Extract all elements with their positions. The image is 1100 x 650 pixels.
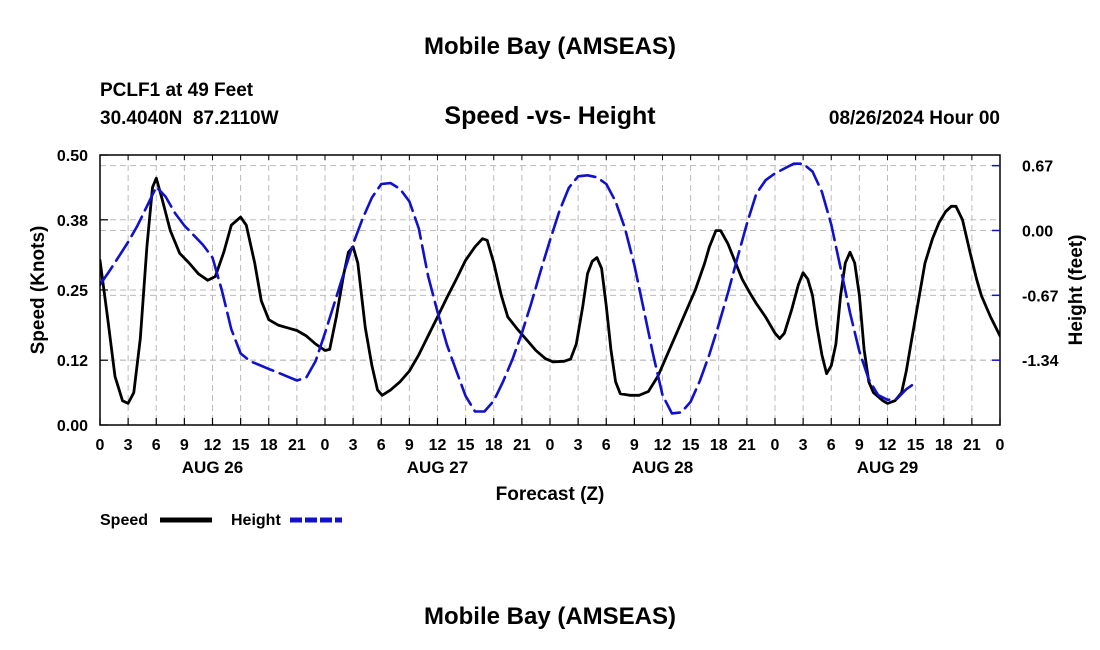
legend: Speed Height [100, 512, 342, 529]
x-tick-label: 9 [855, 437, 864, 454]
x-tick-label: 9 [405, 437, 414, 454]
x-tick-label: 12 [654, 437, 672, 454]
x-tick-label: 12 [879, 437, 897, 454]
x-tick-label: 18 [935, 437, 953, 454]
x-tick-label: 21 [288, 437, 306, 454]
x-tick-label: 6 [377, 437, 386, 454]
date-label: 08/26/2024 Hour 00 [829, 108, 1000, 129]
x-tick-label: 0 [996, 437, 1005, 454]
x-tick-label: 21 [963, 437, 981, 454]
x-tick-label: 6 [827, 437, 836, 454]
x-tick-label: 9 [630, 437, 639, 454]
x-tick-label: 15 [232, 437, 250, 454]
legend-label-speed: Speed [100, 512, 148, 529]
x-day-label: AUG 29 [857, 458, 918, 477]
y-axis-title-left: Speed (Knots) [28, 226, 49, 355]
series-line-speed [100, 176, 1000, 405]
grid [100, 155, 1000, 425]
y-tick-label-left: 0.25 [57, 283, 88, 300]
x-tick-label: 0 [771, 437, 780, 454]
y-tick-label-left: 0.38 [57, 213, 88, 230]
x-tick-label: 12 [204, 437, 222, 454]
x-tick-label: 21 [738, 437, 756, 454]
x-tick-label: 21 [513, 437, 531, 454]
x-tick-label: 15 [682, 437, 700, 454]
y-axis-title-right: Height (feet) [1066, 235, 1087, 346]
y-tick-label-right: -1.34 [1022, 353, 1059, 370]
y-tick-label-right: -0.67 [1022, 288, 1059, 305]
y-tick-label-right: 0.00 [1022, 223, 1053, 240]
x-tick-label: 3 [124, 437, 133, 454]
x-day-label: AUG 28 [632, 458, 693, 477]
legend-label-height: Height [231, 512, 281, 529]
bottom-title: Mobile Bay (AMSEAS) [424, 603, 676, 630]
x-tick-label: 9 [180, 437, 189, 454]
x-day-label: AUG 27 [407, 458, 468, 477]
x-tick-label: 15 [907, 437, 925, 454]
x-tick-label: 6 [602, 437, 611, 454]
x-tick-label: 3 [349, 437, 358, 454]
x-tick-label: 18 [260, 437, 278, 454]
x-tick-label: 0 [546, 437, 555, 454]
series-line-height [100, 162, 914, 415]
y-tick-label-left: 0.12 [57, 353, 88, 370]
series-layer [100, 162, 1000, 415]
x-tick-label: 18 [710, 437, 728, 454]
x-day-label: AUG 26 [182, 458, 243, 477]
x-tick-label: 3 [799, 437, 808, 454]
x-tick-label: 18 [485, 437, 503, 454]
x-tick-label: 0 [321, 437, 330, 454]
x-tick-label: 15 [457, 437, 475, 454]
tick-layer: 0 3 6 9 12 15 18 21 0 3 6 9 12 15 18 21 0 3 6 9 12 15 18 21 0 3 6 9… [57, 148, 1059, 477]
coords-label: 30.4040N 87.2110W [100, 108, 279, 129]
x-tick-label: 3 [574, 437, 583, 454]
x-tick-label: 0 [96, 437, 105, 454]
y-tick-label-left: 0.00 [57, 418, 88, 435]
station-label: PCLF1 at 49 Feet [100, 80, 254, 101]
x-axis-title: Forecast (Z) [496, 484, 605, 505]
chart-title: Speed -vs- Height [444, 102, 656, 130]
y-tick-label-right: 0.67 [1022, 159, 1053, 176]
y-tick-label-left: 0.50 [57, 148, 88, 165]
x-tick-label: 6 [152, 437, 161, 454]
x-tick-label: 12 [429, 437, 447, 454]
top-title: Mobile Bay (AMSEAS) [424, 33, 676, 60]
